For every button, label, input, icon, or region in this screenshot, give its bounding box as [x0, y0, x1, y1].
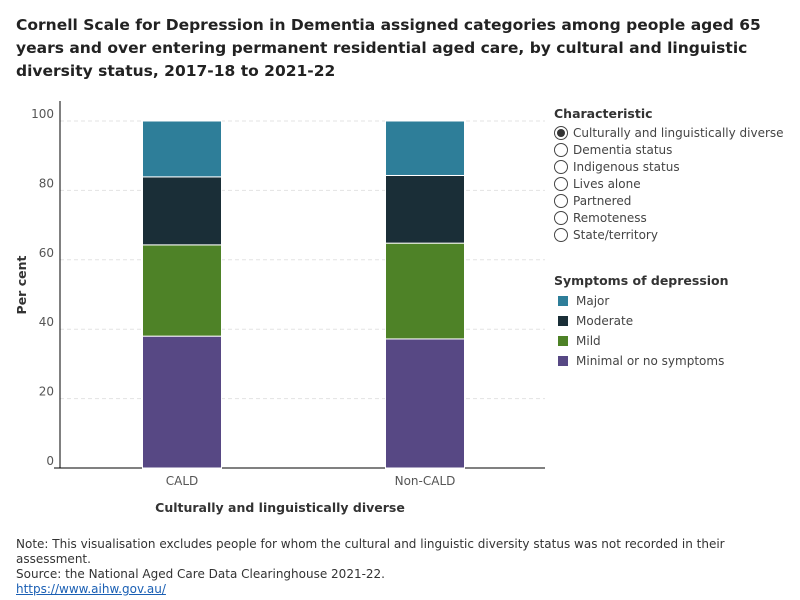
radio-icon[interactable] [554, 125, 568, 140]
legend-item: Moderate [554, 311, 729, 331]
y-tick-label: 20 [39, 385, 54, 399]
radio-icon[interactable] [554, 210, 568, 225]
x-tick-label: Non-CALD [395, 474, 456, 488]
option-label: State/territory [573, 227, 658, 242]
notes: Note: This visualisation excludes people… [16, 537, 800, 597]
legend-swatch [558, 316, 568, 326]
chart-title: Cornell Scale for Depression in Dementia… [16, 16, 761, 80]
radio-icon[interactable] [554, 176, 568, 191]
x-axis-label: Culturally and linguistically diverse [155, 500, 405, 515]
bar-segment [385, 174, 465, 244]
bar-segment [385, 338, 465, 469]
legend-item: Minimal or no symptoms [554, 351, 729, 371]
characteristic-option[interactable]: State/territory [554, 226, 784, 243]
bar-segment [142, 335, 222, 469]
characteristic-option[interactable]: Dementia status [554, 141, 784, 158]
option-label: Indigenous status [573, 159, 680, 174]
x-tick-label: CALD [166, 474, 199, 488]
radio-icon[interactable] [554, 142, 568, 157]
bar-segment [385, 120, 465, 176]
radio-icon[interactable] [554, 193, 568, 208]
characteristic-option[interactable]: Remoteness [554, 209, 784, 226]
y-tick-label: 60 [39, 246, 54, 260]
y-tick-label: 100 [31, 107, 54, 121]
characteristic-option[interactable]: Indigenous status [554, 158, 784, 175]
characteristic-heading: Characteristic [554, 106, 653, 121]
source-text: Source: the National Aged Care Data Clea… [16, 567, 385, 581]
characteristic-option[interactable]: Lives alone [554, 175, 784, 192]
bar-segment [142, 244, 222, 337]
characteristic-filter: Characteristic Culturally and linguistic… [554, 106, 784, 243]
note-text: Note: This visualisation excludes people… [16, 537, 725, 566]
option-label: Dementia status [573, 142, 673, 157]
legend-swatch [558, 336, 568, 346]
characteristic-option[interactable]: Culturally and linguistically diverse [554, 124, 784, 141]
characteristic-option[interactable]: Partnered [554, 192, 784, 209]
option-label: Lives alone [573, 176, 641, 191]
legend-label: Moderate [576, 314, 634, 328]
legend-swatch [558, 356, 568, 366]
y-axis-label: Per cent [14, 256, 29, 315]
radio-icon[interactable] [554, 159, 568, 174]
bar-segment [142, 120, 222, 178]
legend-label: Minimal or no symptoms [576, 354, 725, 368]
legend-item: Major [554, 291, 729, 311]
legend-label: Mild [576, 334, 601, 348]
bar-segment [385, 242, 465, 340]
y-tick-label: 40 [39, 315, 54, 329]
legend-label: Major [576, 294, 610, 308]
option-label: Remoteness [573, 210, 647, 225]
y-tick-label: 80 [39, 176, 54, 190]
bar-segment [142, 176, 222, 246]
y-tick-label: 0 [46, 454, 54, 468]
option-label: Culturally and linguistically diverse [573, 125, 784, 140]
symptoms-legend: Symptoms of depression Major Moderate Mild… [554, 273, 729, 371]
option-label: Partnered [573, 193, 632, 208]
radio-icon[interactable] [554, 227, 568, 242]
aihw-link[interactable]: https://www.aihw.gov.au/ [16, 582, 166, 596]
legend-swatch [558, 296, 568, 306]
legend-title: Symptoms of depression [554, 273, 729, 288]
legend-item: Mild [554, 331, 729, 351]
